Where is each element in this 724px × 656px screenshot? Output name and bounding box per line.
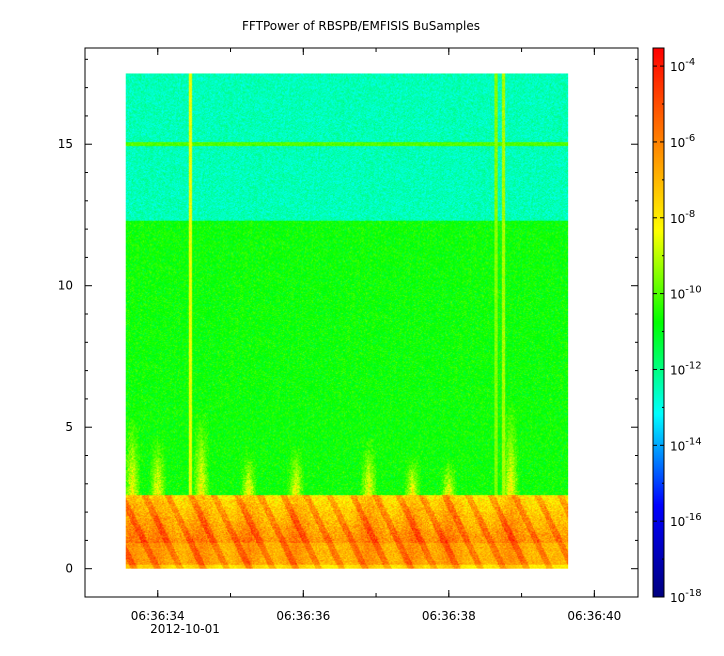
colorbar-tick-label: 10-8 <box>670 209 695 226</box>
colorbar-gradient <box>653 48 664 597</box>
colorbar-tick-label: 10-12 <box>670 360 702 377</box>
y-axis: 0 5 10 15 <box>58 58 638 576</box>
colorbar-tick-label: 10-16 <box>670 512 702 529</box>
x-tick-label: 06:36:34 <box>131 609 185 623</box>
colorbar-tick-label: 10-4 <box>670 57 695 74</box>
x-tick-label: 06:36:36 <box>276 609 330 623</box>
spectrogram-image <box>125 73 569 569</box>
y-tick-label: 5 <box>65 420 73 434</box>
chart-title: FFTPower of RBSPB/EMFISIS BuSamples <box>242 19 480 33</box>
colorbar-axis: 10-4 10-6 10-8 10-10 10-12 10-14 10-16 10-18 <box>653 57 702 605</box>
colorbar-tick-label: 10-14 <box>670 436 702 453</box>
y-tick-label: 0 <box>65 562 73 576</box>
x-axis: 06:36:34 06:36:36 06:36:38 06:36:40 <box>84 48 621 623</box>
colorbar-tick-label: 10-10 <box>670 285 702 302</box>
colorbar-frame <box>652 47 665 598</box>
colorbar-tick-label: 10-6 <box>670 133 695 150</box>
plot-frame <box>84 47 639 598</box>
colorbar-tick-label: 10-18 <box>670 588 702 605</box>
y-tick-label: 10 <box>58 279 73 293</box>
x-tick-label: 06:36:38 <box>422 609 476 623</box>
x-tick-label: 06:36:40 <box>567 609 621 623</box>
x-axis-date-label: 2012-10-01 <box>150 622 220 636</box>
y-tick-label: 15 <box>58 137 73 151</box>
